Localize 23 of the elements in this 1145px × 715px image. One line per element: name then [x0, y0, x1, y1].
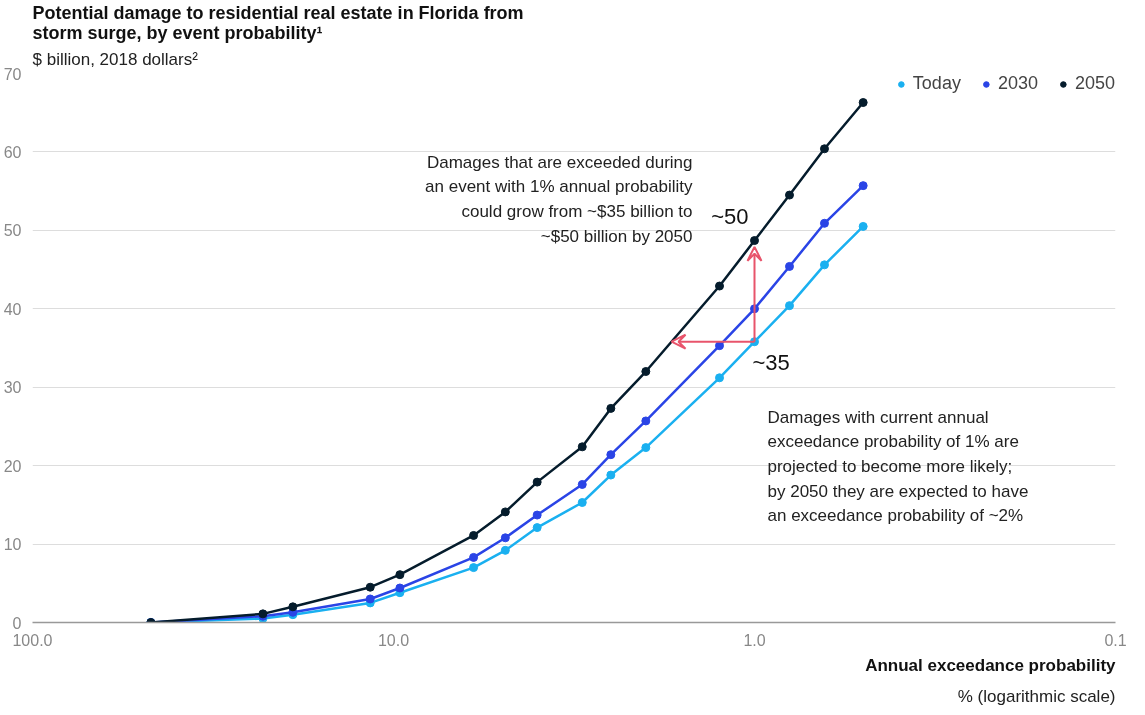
x-axis-title: Annual exceedance probability	[865, 655, 1117, 675]
chart-title: Potential damage to residential real estate in Florida from storm surge, by event probability¹	[32, 2, 524, 43]
y-tick-label: 70	[3, 65, 22, 83]
y-tick-label: 40	[3, 300, 22, 318]
chart-subtitle: $ billion, 2018 dollars²	[32, 49, 199, 69]
x-tick-label: 1.0	[743, 631, 766, 649]
y-tick-label: 20	[3, 457, 22, 475]
annotation: ~35	[752, 349, 790, 375]
x-tick-label: 10.0	[377, 631, 410, 649]
annotation: Damages with current annual exceedance probability of 1% are projected to become more likely; by 2050 they are expected to have an exceedance probability of ~2%	[767, 407, 1029, 526]
y-tick-label: 0	[12, 614, 22, 632]
legend-label: 2030	[997, 73, 1038, 94]
annotation: ~50	[711, 203, 749, 229]
y-tick-label: 10	[3, 536, 22, 554]
legend-label: Today	[912, 73, 961, 94]
y-tick-label: 60	[3, 143, 22, 161]
text: % (logarithmic scale)	[957, 686, 1116, 706]
legend-label: 2050	[1074, 73, 1115, 94]
y-tick-label: 50	[3, 222, 22, 240]
y-tick-label: 30	[3, 379, 22, 397]
annotation: Damages that are exceeded during an event with 1% annual probability could grow from ~$35 billion to ~$50 billion by 2050	[425, 152, 693, 246]
x-tick-label: 100.0	[12, 631, 53, 649]
x-tick-label: 0.1	[1104, 631, 1127, 649]
